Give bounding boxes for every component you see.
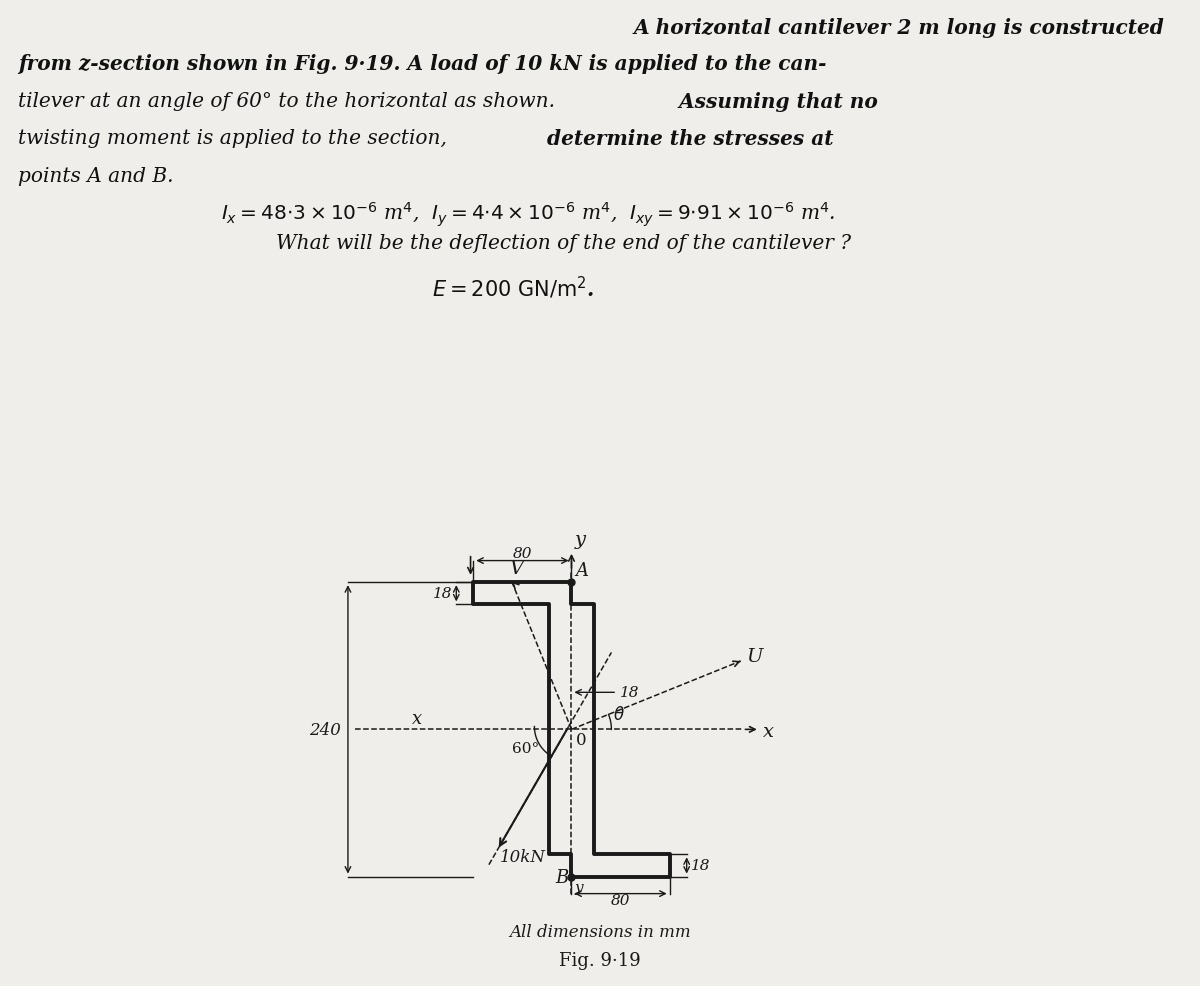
Text: determine the stresses at: determine the stresses at: [540, 129, 834, 149]
Text: 240: 240: [310, 721, 341, 739]
Text: y: y: [575, 880, 583, 894]
Text: 80: 80: [611, 893, 630, 907]
Text: 18: 18: [433, 587, 452, 600]
Text: x: x: [412, 709, 422, 727]
Text: twisting moment is applied to the section,: twisting moment is applied to the sectio…: [18, 129, 446, 148]
Text: B: B: [556, 868, 569, 885]
Text: 0: 0: [576, 731, 586, 747]
Text: V: V: [509, 559, 523, 577]
Text: 60°: 60°: [511, 741, 539, 755]
Text: What will be the deflection of the end of the cantilever ?: What will be the deflection of the end o…: [276, 234, 851, 252]
Text: 10kN: 10kN: [500, 849, 546, 866]
Text: y: y: [575, 530, 586, 548]
Text: 18: 18: [620, 685, 640, 700]
Text: points A and B.: points A and B.: [18, 167, 174, 185]
Text: A: A: [575, 562, 588, 580]
Text: U: U: [746, 648, 763, 666]
Text: $\theta$: $\theta$: [612, 705, 624, 724]
Text: from z-section shown in Fig. 9·19. A load of 10 kN is applied to the can-: from z-section shown in Fig. 9·19. A loa…: [18, 54, 827, 74]
Text: Assuming that no: Assuming that no: [672, 93, 877, 112]
Text: $I_x = 48{\cdot}3 \times 10^{-6}$ m$^4$,  $I_y = 4{\cdot}4 \times 10^{-6}$ m$^4$: $I_x = 48{\cdot}3 \times 10^{-6}$ m$^4$,…: [221, 200, 835, 229]
Text: A horizontal cantilever 2 m long is constructed: A horizontal cantilever 2 m long is cons…: [634, 18, 1164, 37]
Text: 80: 80: [512, 546, 532, 560]
Text: x: x: [762, 723, 774, 740]
Text: Fig. 9·19: Fig. 9·19: [559, 951, 641, 969]
Text: tilever at an angle of 60° to the horizontal as shown.: tilever at an angle of 60° to the horizo…: [18, 93, 554, 111]
Text: All dimensions in mm: All dimensions in mm: [509, 924, 691, 941]
Text: $E = 200\ \mathrm{GN/m^2}$.: $E = 200\ \mathrm{GN/m^2}$.: [432, 274, 594, 301]
Text: 18: 18: [691, 859, 710, 873]
